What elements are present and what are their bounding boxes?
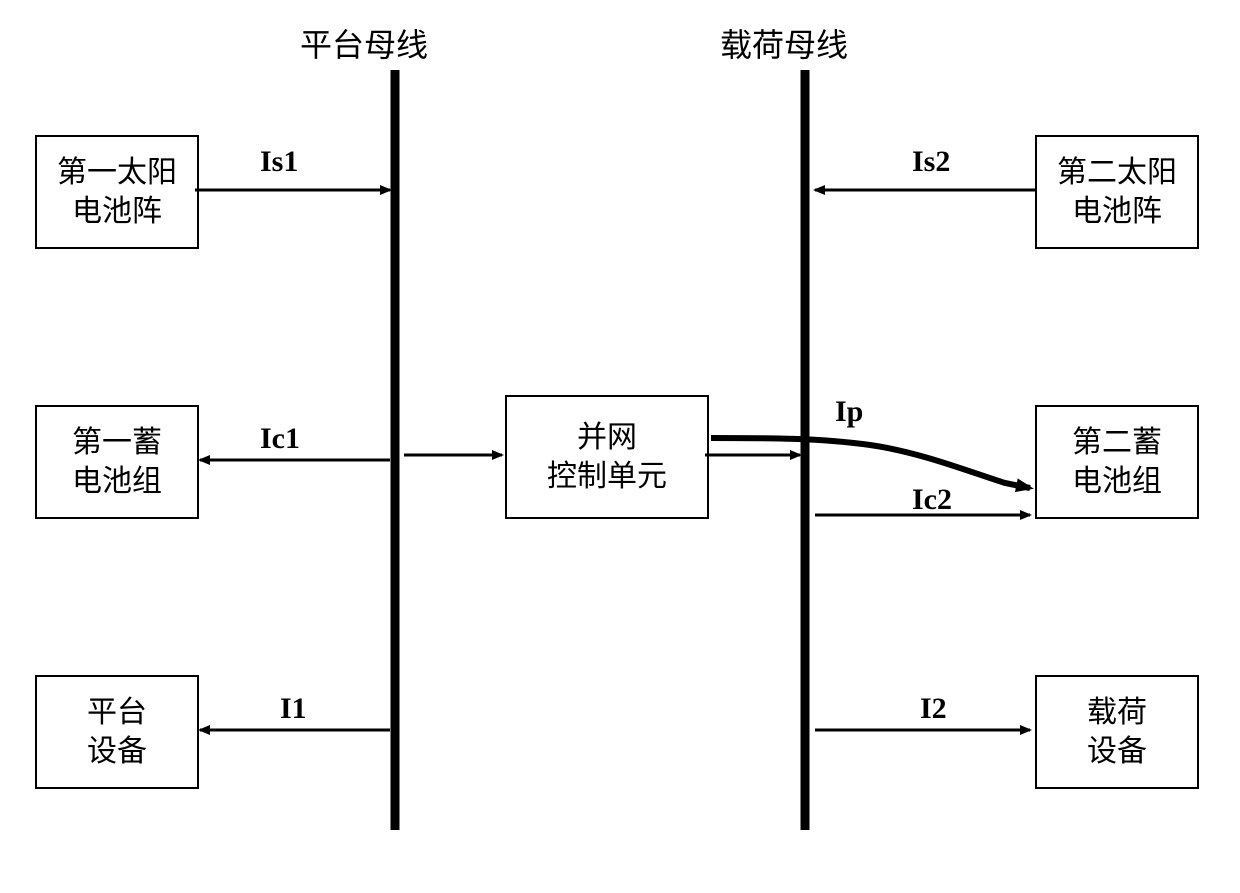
- current-I2: I2: [920, 692, 947, 726]
- solar1-line2: 电池阵: [72, 192, 162, 231]
- battery1-line1: 第一蓄: [72, 423, 162, 462]
- loadeq-line2: 设备: [1087, 732, 1147, 771]
- load-bus-text: 载荷母线: [720, 27, 848, 63]
- platform-equipment: 平台 设备: [35, 675, 199, 789]
- current-Ic2: Ic2: [912, 483, 952, 517]
- loadeq-line1: 载荷: [1087, 693, 1147, 732]
- solar-array-1: 第一太阳 电池阵: [35, 135, 199, 249]
- plateq-line2: 设备: [87, 732, 147, 771]
- load-equipment: 载荷 设备: [1035, 675, 1199, 789]
- ip-curve: [711, 438, 1030, 488]
- current-Ip: Ip: [835, 395, 863, 429]
- battery2-line2: 电池组: [1072, 462, 1162, 501]
- solar1-line1: 第一太阳: [57, 153, 177, 192]
- current-Is1: Is1: [260, 145, 298, 179]
- current-Is2: Is2: [912, 145, 950, 179]
- grid-control-unit: 并网 控制单元: [505, 395, 709, 519]
- gridctrl-line1: 并网: [577, 418, 637, 457]
- battery2-line1: 第二蓄: [1072, 423, 1162, 462]
- platform-bus-label: 平台母线: [300, 20, 428, 66]
- solar-array-2: 第二太阳 电池阵: [1035, 135, 1199, 249]
- solar2-line2: 电池阵: [1072, 192, 1162, 231]
- plateq-line1: 平台: [87, 693, 147, 732]
- battery-group-1: 第一蓄 电池组: [35, 405, 199, 519]
- current-Ic1: Ic1: [260, 422, 300, 456]
- gridctrl-line2: 控制单元: [547, 457, 667, 496]
- load-bus-label: 载荷母线: [720, 20, 848, 66]
- diagram-container: 平台母线 载荷母线 第一太阳 电池阵 第二太阳 电池阵 第一蓄 电池组 第二蓄 …: [0, 0, 1240, 893]
- platform-bus-text: 平台母线: [300, 27, 428, 63]
- battery1-line2: 电池组: [72, 462, 162, 501]
- solar2-line1: 第二太阳: [1057, 153, 1177, 192]
- current-I1: I1: [280, 692, 307, 726]
- battery-group-2: 第二蓄 电池组: [1035, 405, 1199, 519]
